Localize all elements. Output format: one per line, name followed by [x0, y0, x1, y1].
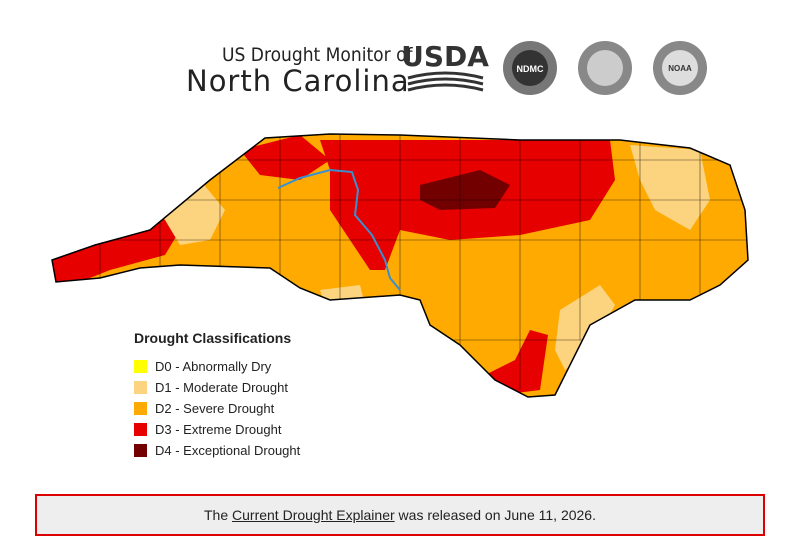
legend-item: D4 - Exceptional Drought — [134, 440, 300, 461]
legend-swatch — [134, 402, 147, 415]
legend: Drought Classifications D0 - Abnormally … — [134, 330, 300, 461]
logos: USDA NDMC NOAA — [401, 40, 707, 95]
legend-swatch — [134, 444, 147, 457]
logo-usda: USDA — [401, 40, 489, 73]
legend-item: D3 - Extreme Drought — [134, 419, 300, 440]
legend-title: Drought Classifications — [134, 330, 292, 346]
legend-swatch — [134, 360, 147, 373]
subtitle: US Drought Monitor of — [222, 44, 413, 66]
title: North Carolina — [186, 64, 410, 98]
legend-label: D2 - Severe Drought — [155, 401, 275, 416]
legend-label: D4 - Exceptional Drought — [155, 443, 301, 458]
footer-notice: The Current Drought Explainer was releas… — [35, 494, 765, 536]
legend-label: D1 - Moderate Drought — [155, 380, 288, 395]
legend-swatch — [134, 423, 147, 436]
footer-text: was released on June 11, 2026. — [398, 507, 596, 523]
logo-noaa: NOAA — [668, 64, 692, 73]
legend-label: D0 - Abnormally Dry — [155, 359, 272, 374]
legend-label: D3 - Extreme Drought — [155, 422, 282, 437]
logo-ndmc: NDMC — [517, 64, 544, 74]
explainer-link[interactable]: Current Drought Explainer — [232, 507, 395, 523]
legend-item: D1 - Moderate Drought — [134, 377, 300, 398]
map — [51, 133, 749, 398]
legend-item: D2 - Severe Drought — [134, 398, 300, 419]
legend-swatch — [134, 381, 147, 394]
legend-item: D0 - Abnormally Dry — [134, 356, 300, 377]
footer-text: The — [204, 507, 229, 523]
